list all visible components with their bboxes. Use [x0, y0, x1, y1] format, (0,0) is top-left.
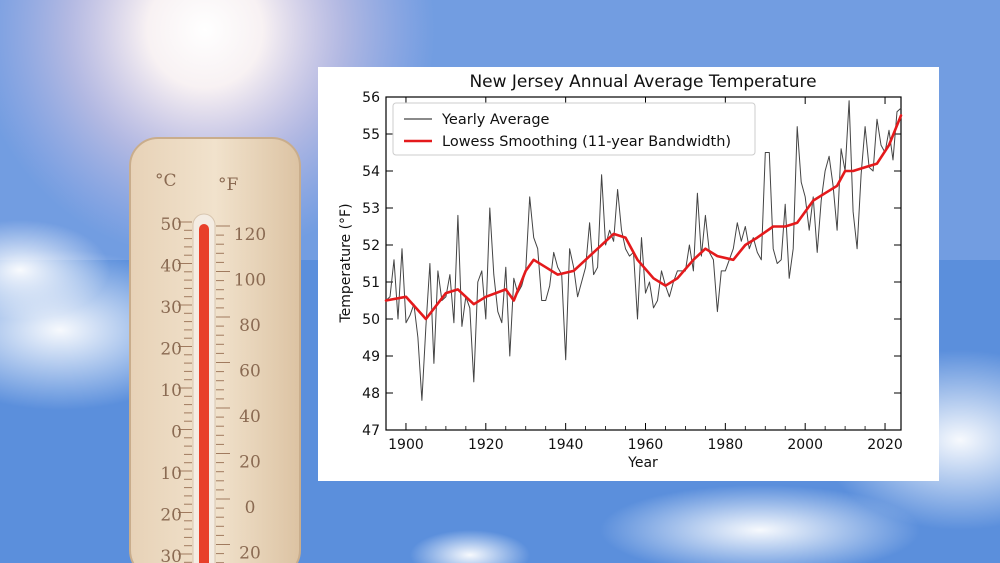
celsius-unit: °C: [155, 171, 177, 191]
celsius-label: 20: [160, 340, 182, 360]
celsius-label: 10: [160, 381, 182, 401]
y-tick-label: 56: [362, 90, 380, 106]
fahrenheit-label: 40: [239, 407, 261, 427]
fahrenheit-label: 20: [239, 544, 261, 563]
x-tick-label: 2020: [867, 437, 903, 453]
temperature-chart: New Jersey Annual Average Temperature 47…: [338, 72, 903, 471]
fahrenheit-label: 100: [234, 271, 266, 291]
x-axis-title: Year: [627, 455, 658, 471]
x-tick-label: 2000: [787, 437, 823, 453]
celsius-minor-ticks: [178, 221, 192, 563]
x-tick-labels: 1900 1920 1940 1960 1980 2000 2020: [388, 437, 903, 453]
y-tick-label: 47: [362, 423, 380, 439]
y-tick-label: 53: [362, 201, 380, 217]
x-tick-label: 1960: [628, 437, 664, 453]
thermometer-mercury: [199, 224, 209, 563]
y-tick-labels: 47 48 49 50 51 52 53 54 55 56: [362, 90, 380, 439]
cloud-bottom: [600, 485, 920, 563]
fahrenheit-label: 80: [239, 316, 261, 336]
x-tick-label: 1920: [468, 437, 504, 453]
legend-label-lowess-smoothing: Lowess Smoothing (11-year Bandwidth): [442, 134, 731, 150]
celsius-scale-labels: 50 40 30 20 10 0 10 20 30: [160, 215, 182, 563]
fahrenheit-label: 20: [239, 453, 261, 473]
chart-title: New Jersey Annual Average Temperature: [469, 72, 816, 92]
celsius-label: 20: [160, 506, 182, 526]
celsius-label: 40: [160, 257, 182, 277]
y-tick-label: 49: [362, 349, 380, 365]
fahrenheit-unit: °F: [218, 175, 239, 195]
celsius-label: 10: [160, 464, 182, 484]
y-tick-label: 54: [362, 164, 380, 180]
celsius-label: 50: [160, 215, 182, 235]
x-tick-label: 1940: [548, 437, 584, 453]
celsius-label: 30: [160, 298, 182, 318]
yearly-average-points: [385, 100, 902, 401]
celsius-label: 30: [160, 547, 182, 563]
axis-ticks: [386, 96, 901, 431]
y-tick-label: 55: [362, 127, 380, 143]
y-axis-title: Temperature (°F): [338, 203, 354, 323]
fahrenheit-scale-labels: 120 100 80 60 40 20 0 20: [234, 225, 266, 563]
x-tick-label: 1900: [388, 437, 424, 453]
series-line-lowess-smoothing: [384, 114, 903, 321]
y-tick-label: 48: [362, 386, 380, 402]
x-tick-label: 1980: [708, 437, 744, 453]
fahrenheit-label: 120: [234, 225, 266, 245]
cloud-left-2: [0, 220, 110, 320]
fahrenheit-label: 60: [239, 362, 261, 382]
celsius-label: 0: [171, 423, 182, 443]
fahrenheit-label: 0: [245, 498, 256, 518]
y-tick-label: 52: [362, 238, 380, 254]
y-tick-label: 50: [362, 312, 380, 328]
fahrenheit-minor-ticks: [216, 225, 230, 563]
legend-label-yearly-average: Yearly Average: [441, 112, 550, 128]
cloud-bottom-2: [410, 530, 530, 563]
y-tick-label: 51: [362, 275, 380, 291]
legend: Yearly Average Lowess Smoothing (11-year…: [392, 102, 756, 156]
legend-box: [392, 102, 756, 156]
chart-panel: New Jersey Annual Average Temperature 47…: [318, 67, 939, 481]
